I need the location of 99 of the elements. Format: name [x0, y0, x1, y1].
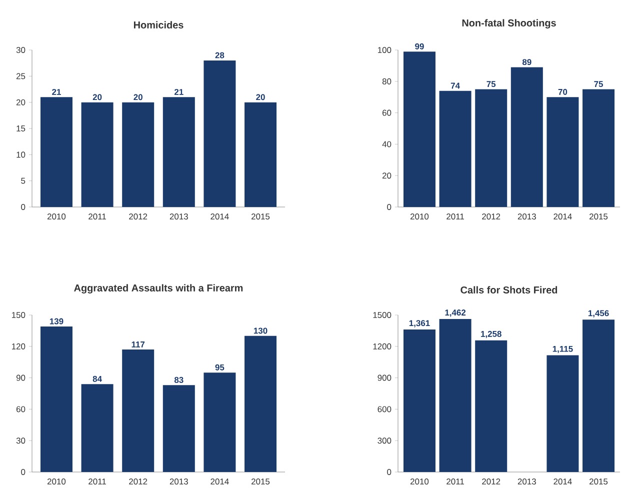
bar	[475, 340, 508, 472]
x-tick-label: 2015	[590, 214, 608, 220]
y-tick-label: 60	[16, 406, 26, 412]
y-tick-label: 25	[16, 73, 26, 80]
x-tick-label: 2015	[590, 478, 608, 485]
x-tick-label: 2015	[252, 478, 270, 485]
chart-title: Calls for Shots Fired	[460, 286, 558, 294]
x-tick-label: 2010	[410, 214, 429, 220]
bar	[40, 97, 72, 207]
bar	[546, 97, 579, 207]
bar	[81, 102, 114, 207]
data-label: 21	[174, 88, 184, 95]
x-tick-label: 2011	[88, 214, 106, 220]
y-tick-label: 80	[382, 78, 392, 84]
x-tick-label: 2011	[446, 214, 464, 220]
y-tick-label: 0	[387, 469, 392, 475]
y-tick-label: 40	[382, 141, 392, 148]
y-tick-label: 60	[382, 110, 392, 116]
bar	[582, 320, 615, 472]
bar	[81, 384, 114, 472]
data-label: 1,258	[481, 330, 502, 338]
bar	[162, 97, 195, 207]
y-tick-label: 20	[16, 99, 26, 106]
y-tick-label: 300	[378, 438, 392, 444]
data-label: 89	[522, 59, 532, 66]
bar	[204, 60, 236, 207]
x-tick-label: 2013	[518, 478, 536, 485]
data-label: 70	[558, 88, 568, 95]
x-tick-label: 2015	[252, 214, 270, 220]
chart-title: Aggravated Assaults with a Firearm	[74, 284, 243, 294]
data-label: 1,456	[588, 310, 609, 318]
bar	[439, 90, 472, 207]
bar	[122, 350, 154, 472]
y-tick-label: 0	[21, 204, 26, 210]
data-label: 95	[215, 364, 224, 370]
y-tick-label: 30	[16, 47, 26, 53]
x-tick-label: 2012	[482, 478, 500, 485]
data-label: 20	[134, 94, 142, 100]
x-tick-label: 2010	[410, 478, 429, 485]
x-tick-label: 2014	[210, 478, 229, 485]
bar	[403, 330, 436, 472]
bar	[244, 102, 277, 207]
data-label: 75	[486, 81, 496, 88]
y-tick-label: 900	[378, 374, 392, 381]
x-tick-label: 2013	[518, 214, 536, 220]
y-tick-label: 5	[21, 178, 26, 184]
bar	[439, 318, 472, 472]
data-label: 1,115	[552, 346, 573, 354]
y-tick-label: 20	[382, 172, 392, 179]
chart-title: Non-fatal Shootings	[462, 19, 556, 28]
x-tick-label: 2012	[129, 478, 148, 485]
x-tick-label: 2014	[210, 214, 229, 220]
x-tick-label: 2013	[170, 478, 188, 485]
data-label: 130	[254, 328, 268, 334]
y-tick-label: 1200	[373, 343, 392, 350]
bar	[475, 89, 508, 207]
bar	[40, 326, 72, 472]
x-tick-label: 2011	[446, 478, 464, 485]
bar	[546, 355, 579, 472]
data-label: 74	[450, 82, 460, 89]
data-label: 1,361	[409, 320, 430, 328]
y-tick-label: 120	[12, 343, 26, 350]
y-tick-label: 1500	[373, 312, 392, 318]
bar	[403, 52, 436, 207]
data-label: 83	[174, 376, 184, 383]
x-tick-label: 2013	[170, 214, 188, 220]
bar	[122, 102, 154, 207]
x-tick-label: 2012	[482, 214, 500, 220]
data-label: 117	[132, 342, 145, 348]
data-label: 139	[50, 318, 64, 324]
data-label: 99	[415, 43, 424, 50]
data-label: 75	[594, 81, 603, 88]
y-tick-label: 15	[16, 126, 26, 132]
bar	[162, 385, 195, 472]
data-label: 20	[256, 94, 265, 100]
y-tick-label: 30	[16, 438, 26, 444]
y-tick-label: 100	[378, 47, 392, 53]
y-tick-label: 90	[16, 374, 26, 381]
y-tick-label: 0	[21, 469, 26, 475]
x-tick-label: 2012	[129, 214, 148, 220]
y-tick-label: 0	[387, 204, 392, 210]
x-tick-label: 2014	[554, 214, 572, 220]
y-tick-label: 10	[16, 152, 26, 158]
x-tick-label: 2010	[47, 478, 66, 485]
bar	[510, 67, 543, 207]
x-tick-label: 2011	[88, 478, 106, 485]
bar	[204, 372, 236, 472]
bar	[582, 89, 615, 207]
data-label: 21	[52, 88, 61, 95]
x-tick-label: 2014	[554, 478, 572, 485]
x-tick-label: 2010	[47, 214, 66, 220]
data-label: 1,462	[445, 310, 466, 317]
bar	[244, 336, 277, 472]
y-tick-label: 150	[12, 312, 26, 318]
y-tick-label: 600	[378, 406, 392, 412]
data-label: 84	[92, 376, 102, 382]
chart-title: Homicides	[134, 21, 184, 28]
data-label: 20	[92, 94, 102, 100]
data-label: 28	[215, 52, 224, 58]
